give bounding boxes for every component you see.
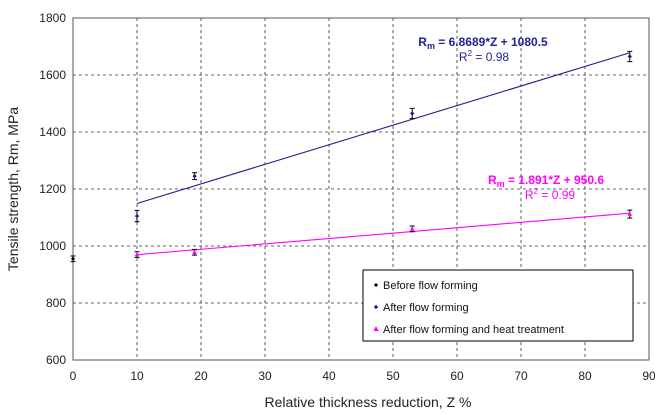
data-point — [192, 248, 198, 256]
eq-body: = 1.891*Z + 950.6 — [505, 173, 605, 187]
r2-symbol: R — [459, 50, 468, 64]
r2-superscript: 2 — [468, 49, 473, 58]
legend: Before flow forming After flow forming Aft… — [362, 269, 634, 342]
eq-after-flow-forming: Rm = 6.8689*Z + 1080.5 — [418, 35, 548, 51]
x-tick-label: 30 — [258, 369, 272, 383]
x-tick-label: 60 — [450, 369, 464, 383]
r2-after-flow-forming: R2 = 0.98 — [459, 49, 509, 64]
data-point — [134, 251, 140, 258]
point-marker — [409, 226, 415, 231]
eq-subscript: m — [427, 41, 435, 51]
point-marker — [134, 252, 140, 257]
data-point — [409, 225, 415, 233]
r2-superscript: 2 — [534, 187, 539, 196]
point-marker — [192, 249, 197, 255]
trendline-2 — [136, 212, 630, 256]
point-marker — [410, 111, 415, 116]
legend-box — [362, 269, 634, 342]
point-marker — [627, 54, 632, 59]
trendlines — [136, 52, 630, 256]
data-point — [192, 172, 198, 181]
x-tick-label: 80 — [578, 369, 592, 383]
x-tick-label: 10 — [130, 369, 144, 383]
legend-marker — [374, 283, 378, 287]
r2-value: = 0.99 — [538, 188, 575, 202]
data-point — [134, 209, 140, 223]
y-tick-label: 1000 — [39, 239, 66, 253]
point-marker — [627, 211, 633, 216]
point-marker — [192, 173, 197, 179]
plot-area-border — [72, 17, 650, 361]
x-tick-label: 0 — [70, 369, 77, 383]
x-tick-label: 20 — [194, 369, 208, 383]
equation-labels: Rm = 6.8689*Z + 1080.5 R2 = 0.98 Rm = 1.… — [418, 35, 604, 202]
r2-value: = 0.98 — [472, 50, 509, 64]
axes: 0 10 20 30 40 50 60 70 80 90 600 800 1000 1200 1400 160… — [39, 11, 655, 383]
r2-after-heat-treatment: R2 = 0.99 — [525, 187, 575, 202]
y-tick-label: 1600 — [39, 68, 66, 82]
point-marker — [71, 257, 75, 261]
x-axis-title: Relative thickness reduction, Z % — [265, 394, 472, 410]
trendline-1 — [136, 52, 630, 205]
y-tick-label: 1200 — [39, 182, 66, 196]
legend-marker — [373, 304, 379, 310]
y-tick-label: 800 — [46, 296, 66, 310]
x-tick-label: 40 — [322, 369, 336, 383]
eq-symbol: R — [418, 35, 427, 49]
legend-label: After flow forming — [383, 302, 469, 314]
y-tick-label: 1800 — [39, 11, 66, 25]
y-axis-title: Tensile strength, Rm, MPa — [5, 107, 21, 271]
legend-label: After flow forming and heat treatment — [383, 324, 564, 336]
x-tick-label: 70 — [514, 369, 528, 383]
x-tick-label: 90 — [642, 369, 655, 383]
y-tick-label: 600 — [46, 353, 66, 367]
eq-after-heat-treatment: Rm = 1.891*Z + 950.6 — [488, 173, 604, 189]
y-tick-label: 1400 — [39, 125, 66, 139]
legend-marker — [373, 326, 379, 331]
legend-label: Before flow forming — [383, 280, 478, 292]
eq-body: = 6.8689*Z + 1080.5 — [435, 35, 548, 49]
grid — [73, 18, 649, 360]
data-point — [409, 107, 415, 120]
eq-symbol: R — [488, 173, 497, 187]
point-marker — [134, 213, 140, 219]
data-points — [70, 50, 633, 263]
data-point — [70, 255, 76, 263]
r2-symbol: R — [525, 188, 534, 202]
data-point — [627, 50, 633, 63]
data-point — [627, 209, 633, 219]
eq-subscript: m — [497, 179, 505, 189]
x-tick-label: 50 — [386, 369, 400, 383]
